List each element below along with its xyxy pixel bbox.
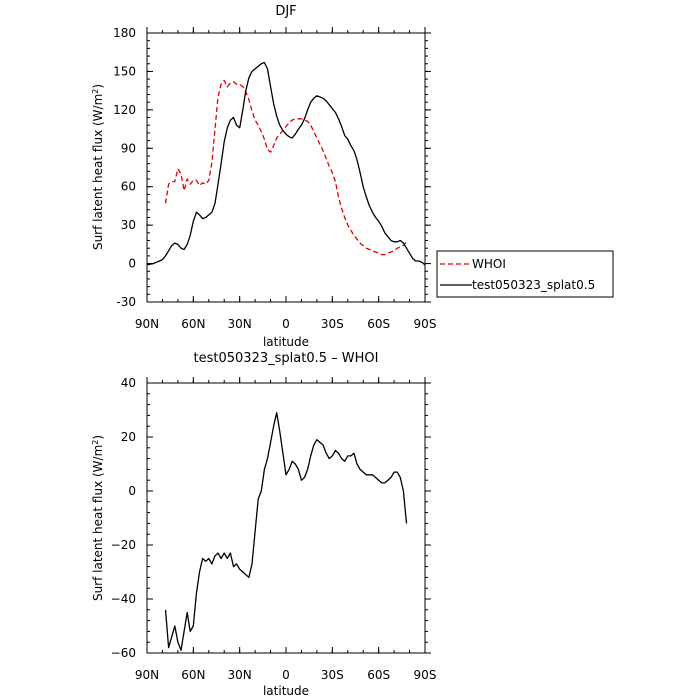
x-tick-label: 90N: [135, 668, 159, 682]
x-tick-label: 30S: [321, 317, 344, 331]
y-tick-label: 120: [113, 103, 136, 117]
x-tick-label: 60S: [367, 317, 390, 331]
x-tick-label: 60S: [367, 668, 390, 682]
bottom-plot-frame: [146, 382, 426, 654]
x-tick-label: 90S: [414, 317, 437, 331]
y-tick-label: 0: [128, 484, 136, 498]
y-tick-label: −20: [111, 538, 136, 552]
y-tick-label: -30: [116, 295, 136, 309]
legend-label-whoi: WHOI: [472, 257, 506, 271]
series-line-test050323-splat0-5: [146, 61, 426, 266]
y-tick-label: 150: [113, 64, 136, 78]
bottom-chart: test050323_splat0.5 – WHOI −60 −40 −20 0 20 4…: [91, 351, 436, 698]
y-tick-label: 60: [121, 180, 136, 194]
top-plot-frame: [146, 32, 426, 303]
top-chart-title: DJF: [275, 4, 296, 19]
top-y-axis-label: Surf latent heat flux (W/m2): [91, 84, 105, 250]
x-tick-label: 30N: [228, 668, 252, 682]
x-tick-label: 30S: [321, 668, 344, 682]
x-tick-label: 90S: [414, 668, 437, 682]
legend-label-model: test050323_splat0.5: [472, 278, 595, 292]
y-tick-label: 0: [128, 257, 136, 271]
top-series-group: [146, 61, 426, 266]
top-y-tick-labels: -30 0 30 60 90 120 150 180: [113, 26, 136, 309]
top-chart: DJF -30 0 30 60 90 120 150 180 90N 60N 30N 0 30S 60S…: [91, 4, 436, 349]
y-tick-label: −40: [111, 592, 136, 606]
top-axis-ticks: [146, 27, 431, 303]
y-tick-label: 30: [121, 218, 136, 232]
y-tick-label: 90: [121, 141, 136, 155]
x-tick-label: 90N: [135, 317, 159, 331]
x-tick-label: 60N: [181, 668, 205, 682]
bottom-axis-ticks: [146, 377, 431, 654]
bottom-series-group: [164, 412, 408, 651]
series-line-whoi: [164, 79, 408, 256]
legend-box: [436, 250, 614, 298]
y-tick-label: −60: [111, 646, 136, 660]
bottom-x-tick-labels: 90N 60N 30N 0 30S 60S 90S: [135, 668, 437, 682]
y-tick-label: 20: [121, 430, 136, 444]
y-tick-label: 180: [113, 26, 136, 40]
x-tick-label: 30N: [228, 317, 252, 331]
x-tick-label: 0: [282, 317, 290, 331]
x-tick-label: 0: [282, 668, 290, 682]
bottom-y-axis-label: Surf latent heat flux (W/m2): [91, 435, 105, 601]
top-x-axis-label: latitude: [263, 335, 309, 349]
legend: WHOI test050323_splat0.5: [436, 250, 614, 298]
top-x-tick-labels: 90N 60N 30N 0 30S 60S 90S: [135, 317, 437, 331]
bottom-chart-title: test050323_splat0.5 – WHOI: [194, 351, 379, 366]
bottom-y-tick-labels: −60 −40 −20 0 20 40: [111, 376, 136, 660]
bottom-x-axis-label: latitude: [263, 684, 309, 698]
y-tick-label: 40: [121, 376, 136, 390]
series-line-difference: [164, 412, 408, 651]
x-tick-label: 60N: [181, 317, 205, 331]
